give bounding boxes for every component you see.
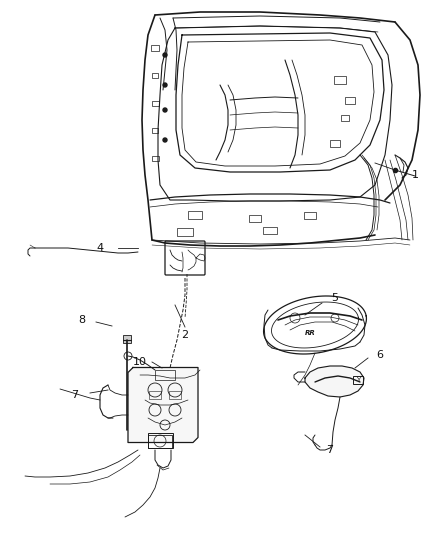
Text: 7: 7 bbox=[71, 390, 78, 400]
Text: 10: 10 bbox=[133, 357, 147, 367]
Polygon shape bbox=[305, 366, 364, 397]
Text: 2: 2 bbox=[181, 330, 189, 340]
Text: 8: 8 bbox=[78, 315, 85, 325]
Circle shape bbox=[163, 83, 167, 87]
Text: 7: 7 bbox=[326, 445, 334, 455]
Circle shape bbox=[163, 108, 167, 112]
Bar bbox=[345, 96, 355, 103]
Bar bbox=[152, 101, 159, 106]
Polygon shape bbox=[128, 367, 198, 442]
Bar bbox=[151, 45, 159, 51]
Bar bbox=[304, 212, 316, 219]
Text: Y: Y bbox=[356, 377, 360, 383]
Bar bbox=[148, 432, 173, 448]
Bar bbox=[263, 227, 277, 233]
Circle shape bbox=[163, 53, 167, 57]
Bar bbox=[177, 228, 193, 236]
Circle shape bbox=[163, 138, 167, 142]
Bar bbox=[341, 115, 349, 121]
Bar bbox=[249, 214, 261, 222]
Bar bbox=[330, 140, 340, 147]
Bar bbox=[188, 211, 202, 219]
Text: 4: 4 bbox=[96, 243, 103, 253]
Bar bbox=[169, 391, 181, 399]
Bar bbox=[149, 391, 161, 399]
Bar bbox=[123, 335, 131, 343]
Bar bbox=[152, 156, 159, 160]
Text: 1: 1 bbox=[411, 170, 418, 180]
Bar bbox=[152, 127, 158, 133]
Bar bbox=[334, 76, 346, 84]
Text: RR: RR bbox=[304, 330, 315, 336]
Text: 5: 5 bbox=[332, 293, 339, 303]
Bar bbox=[353, 376, 363, 384]
Bar bbox=[155, 370, 175, 380]
Text: 6: 6 bbox=[377, 350, 384, 360]
Bar bbox=[152, 72, 158, 77]
